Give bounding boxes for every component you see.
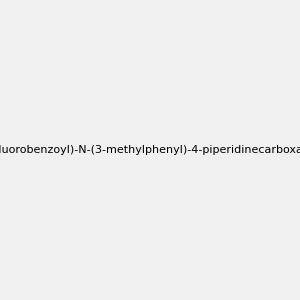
Text: 1-(3-fluorobenzoyl)-N-(3-methylphenyl)-4-piperidinecarboxamide: 1-(3-fluorobenzoyl)-N-(3-methylphenyl)-4… bbox=[0, 145, 300, 155]
